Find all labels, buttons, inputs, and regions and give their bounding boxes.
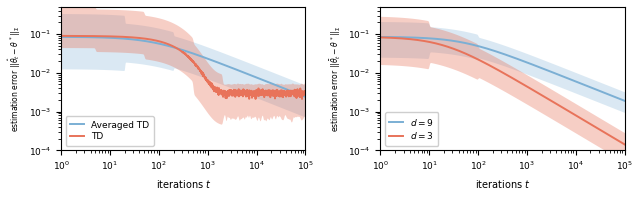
$d = 9$ bbox=[495, 51, 503, 54]
$d = 3$ bbox=[621, 143, 628, 146]
Averaged TD bbox=[294, 93, 302, 95]
Averaged TD bbox=[170, 46, 177, 48]
Averaged TD bbox=[176, 48, 184, 50]
Legend: Averaged TD, TD: Averaged TD, TD bbox=[66, 116, 154, 146]
TD bbox=[250, 91, 257, 94]
Line: $d = 3$: $d = 3$ bbox=[380, 37, 625, 144]
$d = 9$ bbox=[569, 79, 577, 81]
$d = 9$ bbox=[376, 36, 384, 38]
X-axis label: iterations $t$: iterations $t$ bbox=[475, 178, 530, 190]
TD bbox=[58, 35, 65, 37]
Line: Averaged TD: Averaged TD bbox=[61, 37, 305, 97]
$d = 9$ bbox=[489, 49, 497, 51]
Averaged TD bbox=[58, 36, 65, 38]
TD bbox=[176, 49, 184, 51]
$d = 9$ bbox=[614, 97, 621, 99]
$d = 3$ bbox=[569, 112, 577, 115]
Averaged TD bbox=[301, 96, 309, 98]
$d = 3$ bbox=[614, 139, 621, 141]
Averaged TD bbox=[294, 93, 302, 95]
Y-axis label: estimation error $||\hat{\theta}_t - \theta^*||_\Sigma$: estimation error $||\hat{\theta}_t - \th… bbox=[7, 26, 24, 132]
Averaged TD bbox=[250, 75, 257, 77]
$d = 9$ bbox=[389, 36, 397, 38]
TD bbox=[301, 93, 309, 96]
TD bbox=[70, 35, 77, 37]
Averaged TD bbox=[70, 36, 77, 38]
Legend: $d = 9$, $d = 3$: $d = 9$, $d = 3$ bbox=[385, 112, 438, 146]
TD bbox=[170, 45, 177, 48]
$d = 9$ bbox=[614, 97, 621, 99]
TD bbox=[298, 98, 306, 100]
Y-axis label: estimation error $||\bar{\theta}_t - \theta^*||_\Sigma$: estimation error $||\bar{\theta}_t - \th… bbox=[328, 26, 342, 132]
$d = 3$ bbox=[376, 36, 384, 39]
TD bbox=[294, 91, 302, 94]
TD bbox=[294, 93, 302, 95]
Line: TD: TD bbox=[61, 36, 305, 99]
$d = 3$ bbox=[389, 37, 397, 39]
Line: $d = 9$: $d = 9$ bbox=[380, 37, 625, 101]
$d = 3$ bbox=[614, 139, 621, 141]
$d = 3$ bbox=[489, 66, 497, 68]
$d = 9$ bbox=[621, 100, 628, 102]
X-axis label: iterations $t$: iterations $t$ bbox=[156, 178, 211, 190]
$d = 3$ bbox=[495, 69, 503, 72]
